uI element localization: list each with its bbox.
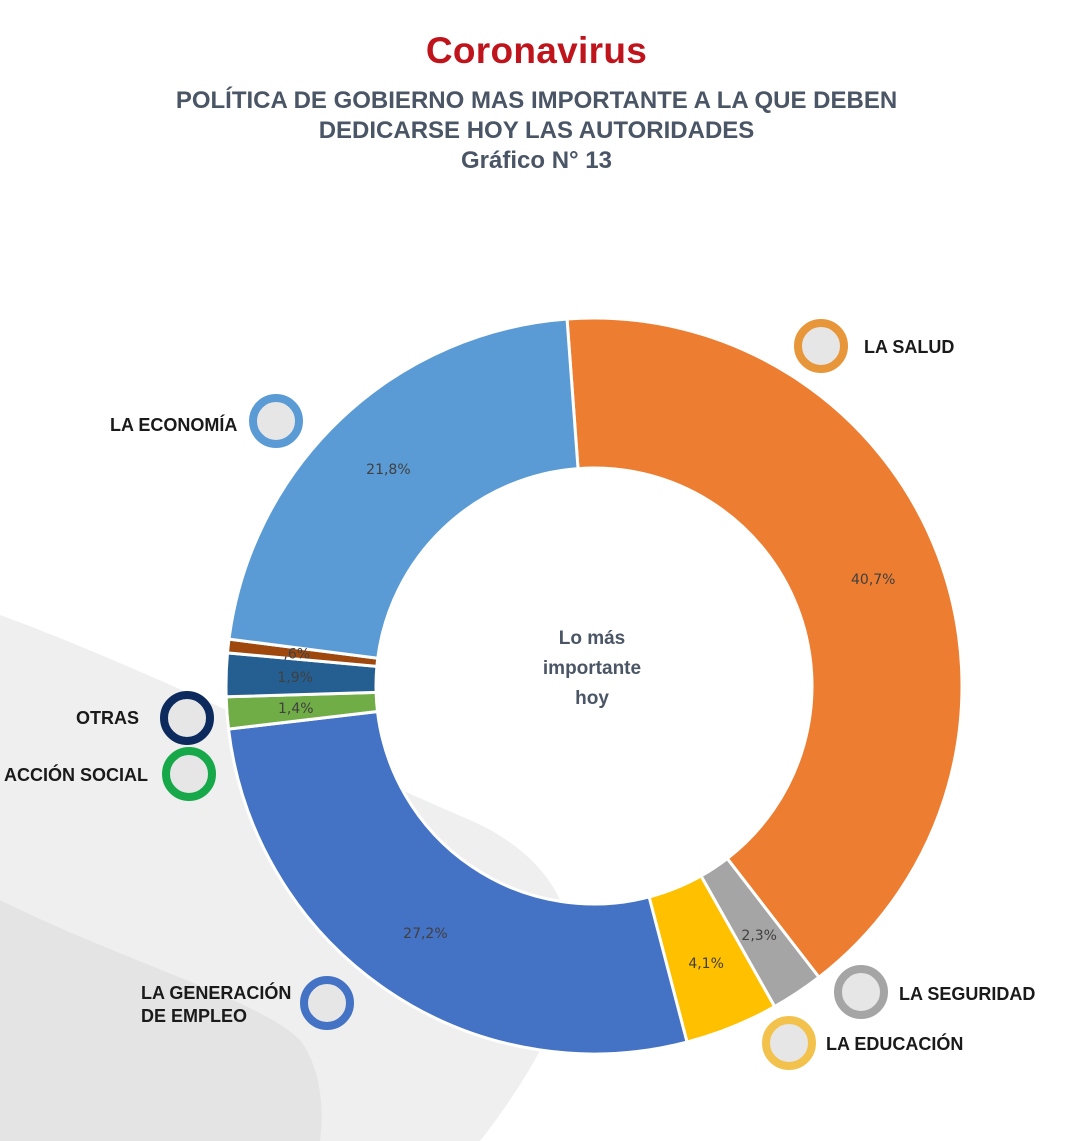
legend-ring-icon: [794, 319, 848, 373]
legend-ring-icon: [249, 394, 303, 448]
slice-value-label: 21,8%: [366, 462, 410, 478]
legend-label: LA SEGURIDAD: [899, 984, 1036, 1004]
center-label-line: Lo más: [559, 628, 626, 649]
legend-label-line-2: DE EMPLEO: [141, 1006, 248, 1026]
slice-labels: 40,7% 2,3% 4,1% 27,2% 1,4% 1,9% ,6% 21,8%: [277, 462, 895, 972]
slice-value-label: 40,7%: [851, 572, 895, 588]
legend-ring-icon: [162, 747, 216, 801]
slice-value-label: 1,9%: [277, 670, 313, 686]
legend-ring-icon: [834, 965, 888, 1019]
legend-ring-icon: [300, 976, 354, 1030]
donut-slices: [224, 316, 964, 1056]
slice-value-label: 4,1%: [688, 956, 724, 972]
subtitle-line-1: POLÍTICA DE GOBIERNO MAS IMPORTANTE A LA…: [175, 87, 898, 114]
legend-label-line-1: LA GENERACIÓN: [141, 983, 292, 1003]
donut-slice: [565, 316, 964, 980]
legend-label: LA EDUCACIÓN: [826, 1034, 964, 1054]
legend-ring-icon: [160, 691, 214, 745]
slice-value-label: ,6%: [283, 647, 310, 663]
slice-value-label: 27,2%: [403, 926, 447, 942]
legend-ring-icon: [762, 1016, 816, 1070]
donut-slice: [226, 709, 689, 1056]
donut-slice: [227, 317, 580, 660]
subtitle-line-3: Gráfico N° 13: [461, 147, 612, 174]
slice-value-label: 1,4%: [278, 701, 314, 717]
center-label-line: hoy: [575, 688, 609, 709]
center-label-line: importante: [543, 658, 641, 679]
legend-label: OTRAS: [76, 708, 139, 728]
legend-label: LA SALUD: [864, 337, 955, 357]
legend-label: ACCIÓN SOCIAL: [4, 765, 148, 785]
legend-label: LA ECONOMÍA: [110, 415, 238, 435]
center-label: Lo más importante hoy: [543, 628, 641, 709]
chart-title: Coronavirus: [425, 30, 648, 71]
subtitle-line-2: DEDICARSE HOY LAS AUTORIDADES: [318, 117, 755, 144]
slice-value-label: 2,3%: [741, 928, 777, 944]
chart-subtitle: POLÍTICA DE GOBIERNO MAS IMPORTANTE A LA…: [0, 86, 1073, 176]
